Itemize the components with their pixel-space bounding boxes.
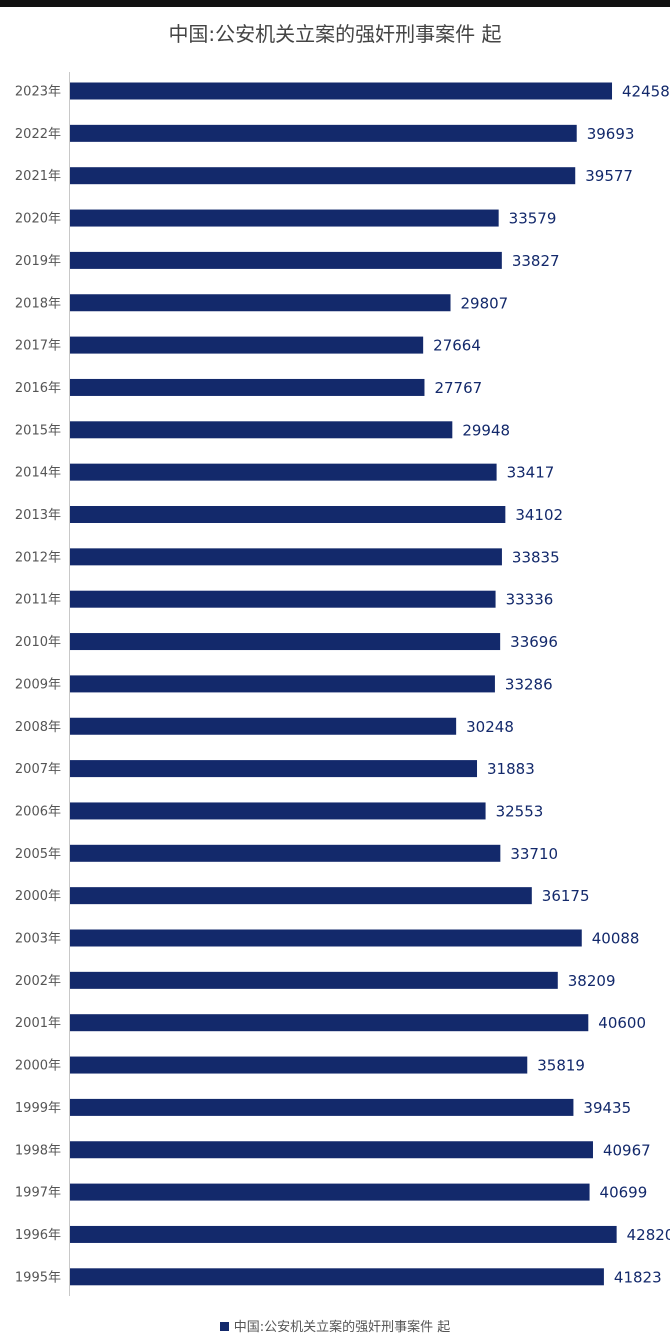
bar-value-label: 33710	[510, 845, 558, 863]
category-tick-label: 2021年	[15, 169, 61, 184]
bar-value-label: 40088	[592, 930, 640, 948]
category-tick-label: 2023年	[15, 85, 61, 100]
bar-value-label: 33336	[506, 591, 554, 609]
category-tick-label: 2007年	[15, 762, 61, 777]
category-tick-label: 2019年	[15, 254, 61, 269]
bar	[70, 633, 500, 650]
category-tick-label: 2015年	[15, 423, 61, 438]
legend-swatch	[220, 1322, 229, 1331]
bar	[70, 1014, 588, 1031]
bar	[70, 887, 532, 904]
bar-value-label: 40600	[598, 1014, 646, 1032]
category-tick-label: 2016年	[15, 381, 61, 396]
bar	[70, 548, 502, 565]
category-tick-label: 2010年	[15, 635, 61, 650]
bar	[70, 210, 499, 227]
category-tick-label: 2005年	[15, 847, 61, 862]
bar-value-label: 38209	[568, 972, 616, 990]
category-tick-label: 2003年	[15, 932, 61, 947]
bar-value-label: 32553	[496, 802, 544, 820]
category-tick-label: 1997年	[15, 1186, 61, 1201]
bar-value-label: 33696	[510, 633, 558, 651]
category-tick-label: 2002年	[15, 974, 61, 989]
bar	[70, 1268, 604, 1285]
bar-value-label: 33417	[507, 464, 555, 482]
category-tick-label: 2006年	[15, 804, 61, 819]
legend-label: 中国:公安机关立案的强奸刑事案件 起	[234, 1320, 451, 1335]
bar-value-label: 27767	[434, 379, 482, 397]
bar	[70, 1226, 617, 1243]
bar	[70, 252, 502, 269]
bar-value-label: 33286	[505, 675, 553, 693]
category-tick-label: 1996年	[15, 1228, 61, 1243]
category-tick-label: 2011年	[15, 593, 61, 608]
bar	[70, 675, 495, 692]
bar-value-label: 31883	[487, 760, 535, 778]
bar-value-label: 40699	[600, 1184, 648, 1202]
bar-value-label: 33827	[512, 252, 560, 270]
bar	[70, 591, 496, 608]
bar-value-label: 33835	[512, 548, 560, 566]
category-tick-label: 2001年	[15, 1016, 61, 1031]
bar	[70, 1099, 573, 1116]
category-tick-label: 2020年	[15, 212, 61, 227]
bar	[70, 421, 452, 438]
bar	[70, 718, 456, 735]
bar	[70, 845, 500, 862]
bar-value-label: 36175	[542, 887, 590, 905]
category-tick-label: 2013年	[15, 508, 61, 523]
bar	[70, 1184, 590, 1201]
bar	[70, 337, 423, 354]
bar	[70, 802, 486, 819]
bar-value-label: 42820	[627, 1226, 670, 1244]
bar-value-label: 42458	[622, 83, 670, 101]
bar-value-label: 33579	[509, 210, 557, 228]
category-tick-label: 2000年	[15, 889, 61, 904]
bar-value-label: 30248	[466, 718, 514, 736]
category-tick-label: 1999年	[15, 1101, 61, 1116]
category-tick-label: 2009年	[15, 677, 61, 692]
bar	[70, 167, 575, 184]
bars-group: 2023年 42458 2022年 39693 2021年 39577 2020年 33579…	[15, 83, 670, 1287]
bar	[70, 930, 582, 947]
legend: 中国:公安机关立案的强奸刑事案件 起	[0, 1316, 670, 1335]
bar	[70, 464, 497, 481]
bar	[70, 1057, 527, 1074]
bar	[70, 506, 505, 523]
bar-value-label: 40967	[603, 1141, 651, 1159]
category-tick-label: 2022年	[15, 127, 61, 142]
category-tick-label: 2014年	[15, 466, 61, 481]
category-tick-label: 2008年	[15, 720, 61, 735]
bar-value-label: 41823	[614, 1268, 662, 1286]
category-tick-label: 1998年	[15, 1143, 61, 1158]
bar	[70, 294, 451, 311]
bar-value-label: 39577	[585, 167, 633, 185]
bar	[70, 83, 612, 100]
bar	[70, 972, 558, 989]
bar-value-label: 39435	[583, 1099, 631, 1117]
bar-value-label: 39693	[587, 125, 635, 143]
bar	[70, 125, 577, 142]
category-tick-label: 2017年	[15, 339, 61, 354]
category-tick-label: 1995年	[15, 1270, 61, 1285]
bar-value-label: 29807	[461, 294, 509, 312]
bar	[70, 1141, 593, 1158]
bar	[70, 760, 477, 777]
bar-value-label: 34102	[515, 506, 563, 524]
category-tick-label: 2018年	[15, 296, 61, 311]
bar-value-label: 29948	[462, 421, 510, 439]
bar	[70, 379, 424, 396]
category-tick-label: 2012年	[15, 550, 61, 565]
category-tick-label: 2000年	[15, 1059, 61, 1074]
bar-value-label: 35819	[537, 1057, 585, 1075]
bar-value-label: 27664	[433, 337, 481, 355]
